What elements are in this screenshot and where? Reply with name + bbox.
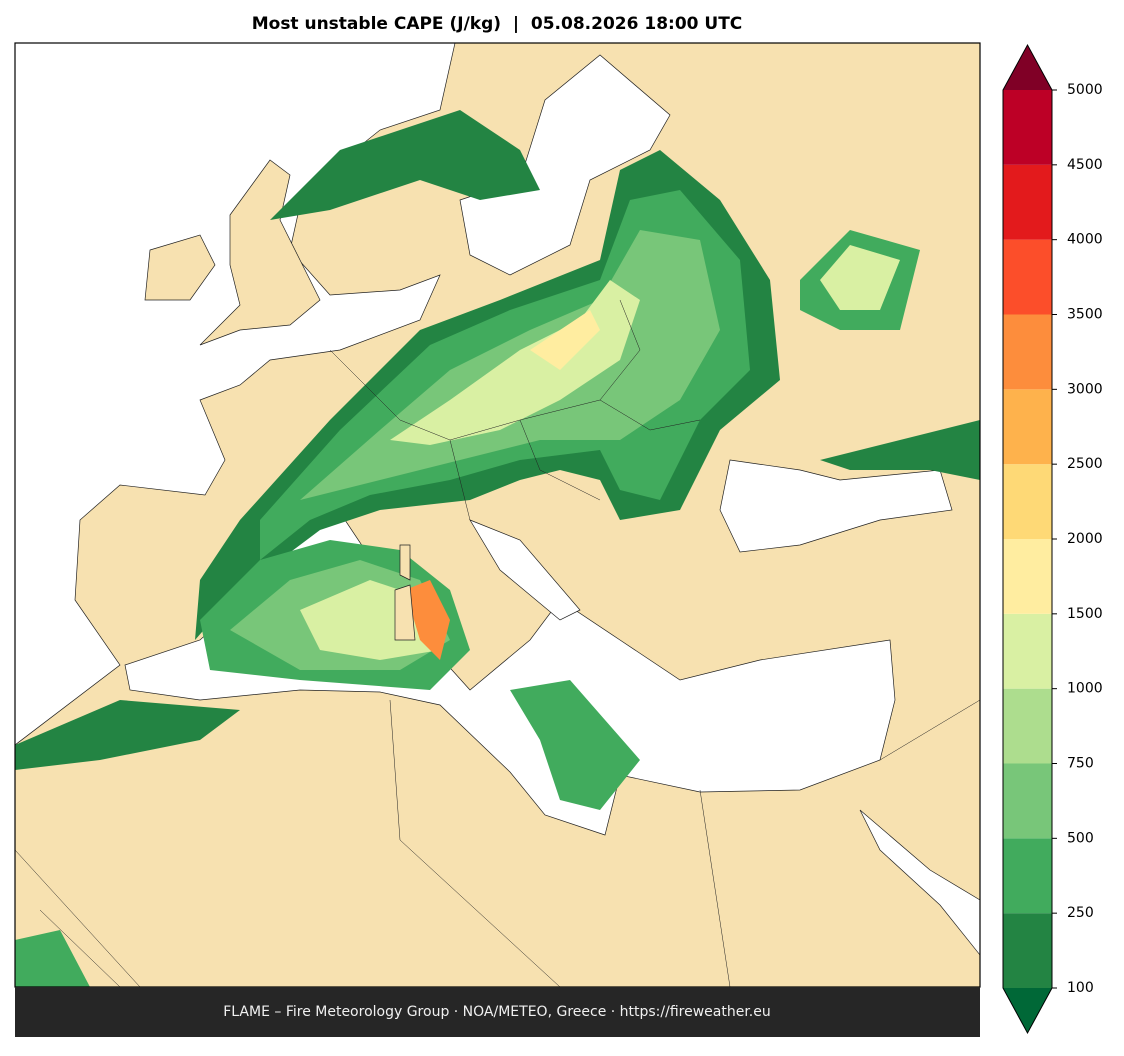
colorbar-bin [1003, 913, 1052, 988]
colorbar-tick-label: 1500 [1067, 606, 1103, 622]
baltic [459, 54, 671, 276]
sardinia-corsica [394, 544, 416, 641]
black-sea [719, 459, 953, 553]
colorbar-bin [1003, 90, 1052, 165]
footer-bar [15, 987, 980, 1037]
colorbar: 100 250 500 750 1000 1500 2000 2500 3000 3500 4000… [1002, 43, 1103, 1035]
colorbar-bin [1003, 314, 1052, 390]
colorbar-tick-label: 100 [1067, 980, 1094, 996]
colorbar-bin [1003, 838, 1052, 914]
footer-text: FLAME – Fire Meteorology Group · NOA/MET… [223, 1004, 771, 1020]
colorbar-bin [1003, 688, 1052, 764]
colorbar-tick-label: 3000 [1067, 381, 1103, 397]
colorbar-tick-label: 250 [1067, 905, 1094, 921]
colorbar-bin [1003, 763, 1052, 839]
cape-field [15, 110, 980, 987]
colorbar-bin [1003, 239, 1052, 315]
borders [15, 299, 980, 987]
colorbar-tick-label: 5000 [1067, 82, 1103, 98]
colorbar-bin [1003, 539, 1052, 614]
colorbar-tick-label: 500 [1067, 830, 1094, 846]
red-sea [859, 809, 980, 956]
colorbar-tick-label: 4500 [1067, 157, 1103, 173]
ireland [144, 234, 216, 301]
colorbar-bin [1003, 164, 1052, 240]
colorbar-tick-label: 750 [1067, 756, 1094, 772]
colorbar-tick-label: 1000 [1067, 681, 1103, 697]
colorbar-tick-label: 2000 [1067, 531, 1103, 547]
colorbar-under [1003, 988, 1052, 1033]
great-britain [199, 159, 321, 346]
colorbar-tick-label: 2500 [1067, 456, 1103, 472]
map [15, 43, 980, 987]
colorbar-bin [1003, 464, 1052, 539]
colorbar-tick-label: 3500 [1067, 307, 1103, 323]
colorbar-tick-label: 4000 [1067, 232, 1103, 248]
adriatic [469, 519, 581, 621]
colorbar-over [1003, 45, 1052, 90]
map-title: Most unstable CAPE (J/kg) | 05.08.2026 1… [252, 14, 743, 34]
colorbar-bin [1003, 389, 1052, 465]
colorbar-bin [1003, 613, 1052, 689]
